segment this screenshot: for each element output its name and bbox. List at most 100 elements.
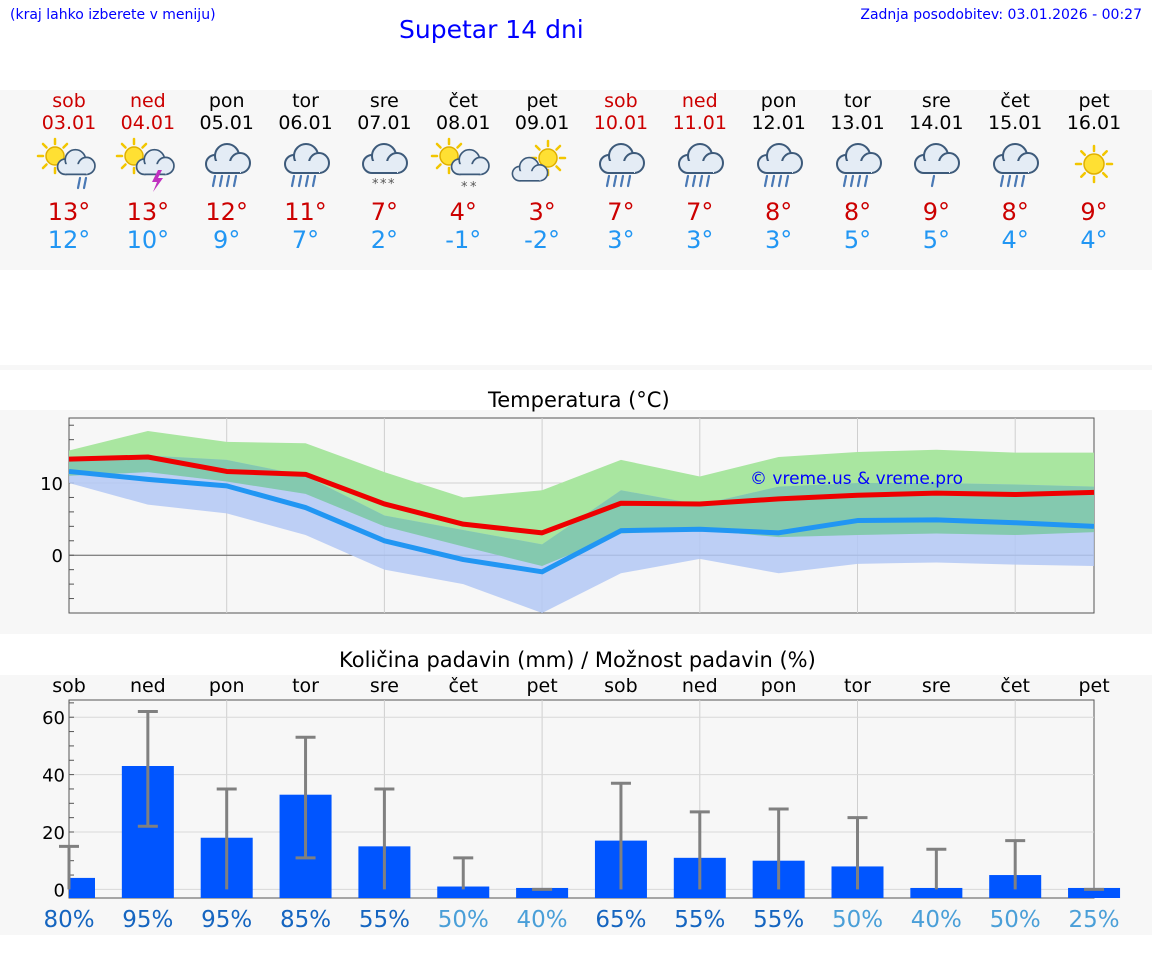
weather-icon-wrap [818, 136, 898, 198]
snow-flake: * [388, 177, 395, 192]
sun-shape [1074, 144, 1114, 184]
weather-icon-wrap [1054, 136, 1134, 198]
rain-drop [931, 174, 936, 188]
forecast-day: čet 08.01 * * 4° -1° [423, 90, 503, 254]
day-name: ned [681, 90, 718, 112]
x-day-label: sob [52, 675, 86, 697]
snow-flake: * [470, 180, 477, 195]
weather-icon-wrap [502, 136, 582, 198]
max-temperature: 4° [449, 198, 477, 226]
cloud-rain-icon [598, 143, 645, 188]
precip-probability: 95% [201, 907, 252, 933]
forecast-day: čet 15.01 8° 4° [975, 90, 1055, 254]
max-temperature: 7° [607, 198, 635, 226]
cloud-body [687, 161, 714, 173]
forecast-day: pon 12.01 8° 3° [739, 90, 819, 254]
y-tick-label: 20 [42, 823, 65, 844]
x-day-label: pon [209, 675, 245, 697]
day-name: pon [760, 90, 797, 112]
day-date: 12.01 [751, 112, 806, 134]
sun-disc [1083, 153, 1105, 175]
day-name: sob [604, 90, 638, 112]
x-day-label: pet [526, 675, 557, 697]
rain-drop [218, 174, 223, 188]
temperature-chart-title: Temperatura (°C) [488, 388, 670, 412]
max-temperature-line [68, 454, 1095, 536]
cloud-body [845, 161, 872, 173]
rain-drop [1000, 174, 1005, 188]
day-name: pet [1078, 90, 1110, 112]
rain-drop [76, 176, 82, 190]
y-tick-label: 0 [54, 880, 65, 901]
precip-bar [516, 887, 569, 898]
rain-drop [684, 174, 689, 188]
day-date: 08.01 [436, 112, 491, 134]
cloud-body [214, 161, 241, 173]
x-day-label: pon [761, 675, 797, 697]
day-date: 10.01 [593, 112, 649, 134]
max-temperature: 3° [528, 198, 556, 226]
watermark: © vreme.us & vreme.pro [750, 469, 963, 489]
precip-probability: 55% [674, 907, 725, 933]
max-temperature: 12° [205, 198, 248, 226]
cloud-rain-icon [283, 143, 330, 188]
sun-disc [538, 148, 558, 168]
max-temperature: 8° [843, 198, 872, 226]
max-temperature: 9° [922, 198, 950, 226]
sun-ray [555, 165, 562, 172]
precip-probability: 80% [43, 907, 94, 933]
forecast-day: sre 14.01 9° 5° [896, 90, 976, 254]
sun-ray [456, 142, 463, 149]
separator-band [0, 365, 1152, 370]
day-name: sre [921, 90, 951, 112]
rain-drop [626, 174, 632, 188]
cloud-light-rain-icon [914, 143, 961, 188]
cloud-body [372, 161, 399, 173]
x-day-label: sre [370, 675, 399, 697]
weather-icon-wrap [108, 136, 188, 198]
max-temperature: 13° [47, 198, 91, 226]
x-day-label: pet [1078, 675, 1109, 697]
day-date: 16.01 [1066, 112, 1122, 134]
rain-drop [777, 174, 782, 188]
cloud-shape [362, 143, 409, 174]
max-temperature: 11° [284, 198, 327, 226]
cloud-body [608, 161, 635, 173]
x-day-label: ned [682, 675, 718, 697]
snow-flake: * [461, 180, 468, 195]
cloud-shape [993, 143, 1040, 174]
forecast-band [0, 90, 1152, 270]
max-temperature: 8° [765, 198, 793, 226]
min-temperature: -2° [524, 226, 561, 254]
min-temperature: -1° [445, 226, 482, 254]
y-tick-label: 60 [42, 708, 65, 729]
sun-ray [120, 163, 127, 170]
day-name: tor [292, 90, 319, 112]
sun-ray [435, 142, 443, 149]
min-temperature: 5° [922, 226, 950, 254]
sun-cloud-rain-icon [36, 137, 96, 190]
cloud-body [519, 171, 541, 181]
weather-icon-wrap [581, 136, 661, 198]
precipitation-chart: sob ned pon tor sre čet pet sob ned pon tor sre čet p… [42, 675, 1121, 933]
sun-ray [1101, 150, 1109, 157]
precip-probability: 50% [832, 907, 883, 933]
min-temperature: 7° [291, 226, 320, 254]
x-day-label: tor [844, 675, 871, 697]
sun-cloud-icon [511, 139, 567, 182]
cloud-body [766, 161, 793, 173]
min-temperature: 10° [126, 226, 170, 254]
cloud-body [459, 164, 482, 175]
precip-probability: 40% [517, 907, 568, 933]
sun-cloud-snow-icon: * * [431, 137, 491, 195]
precip-bar [1068, 887, 1121, 898]
forecast-day: ned 11.01 7° 3° [660, 90, 740, 254]
cloud-shape [511, 156, 549, 182]
rain-drop [784, 174, 789, 188]
precip-probability: 65% [595, 907, 646, 933]
cloud-body [293, 161, 320, 173]
sun-ray [555, 144, 562, 151]
rain-drop [297, 174, 302, 188]
cloud-shape [204, 143, 251, 174]
day-date: 13.01 [830, 112, 885, 134]
